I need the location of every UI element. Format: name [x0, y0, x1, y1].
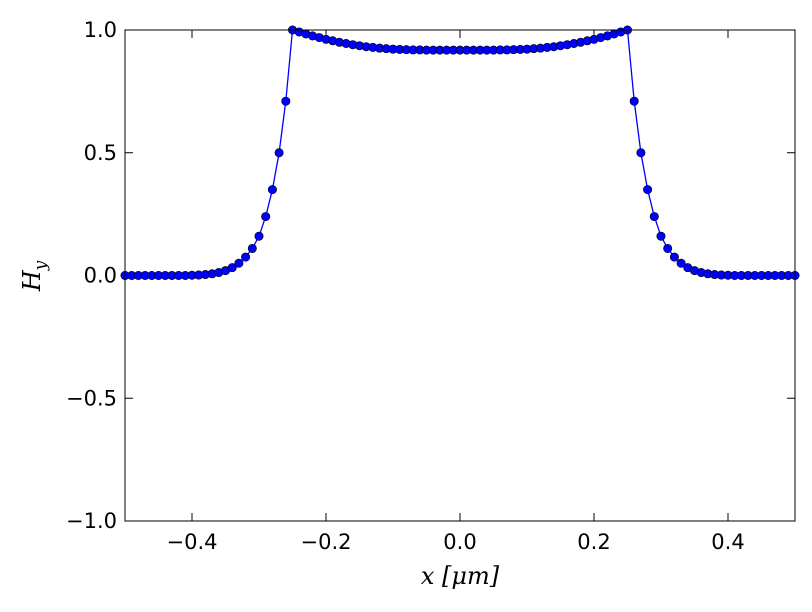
data-point [274, 148, 284, 158]
y-tick-label: 1.0 [84, 18, 117, 42]
data-point [247, 243, 257, 253]
series-group [120, 25, 800, 280]
x-axis-label: x [μm] [421, 562, 500, 590]
data-point [663, 243, 673, 253]
data-point [227, 263, 237, 273]
data-point [649, 212, 659, 222]
y-tick-label: −0.5 [66, 386, 117, 410]
data-point [629, 96, 639, 106]
data-point [643, 185, 653, 195]
plot-area [125, 30, 795, 521]
x-tick-label: −0.4 [167, 530, 218, 554]
x-tick-label: 0.2 [577, 530, 610, 554]
series-markers [120, 25, 800, 280]
y-tick-label: −1.0 [66, 509, 117, 533]
plot-frame [124, 29, 796, 522]
data-point [254, 231, 264, 241]
data-point [234, 258, 244, 268]
data-point [267, 185, 277, 195]
data-point [261, 212, 271, 222]
data-point [241, 252, 251, 262]
tick-labels: −0.4 −0.2 0.0 0.2 0.4 1.0 0.5 0.0 −0.5 −1.0 [66, 18, 745, 554]
data-point [669, 252, 679, 262]
data-point [636, 148, 646, 158]
x-tick-label: 0.4 [711, 530, 744, 554]
y-tick-label: 0.0 [84, 264, 117, 288]
y-tick-label: 0.5 [84, 141, 117, 165]
x-tick-label: 0.0 [443, 530, 476, 554]
data-point [676, 258, 686, 268]
y-axis-label: Hy [18, 260, 51, 292]
data-point [656, 231, 666, 241]
x-tick-label: −0.2 [301, 530, 352, 554]
data-point [281, 96, 291, 106]
